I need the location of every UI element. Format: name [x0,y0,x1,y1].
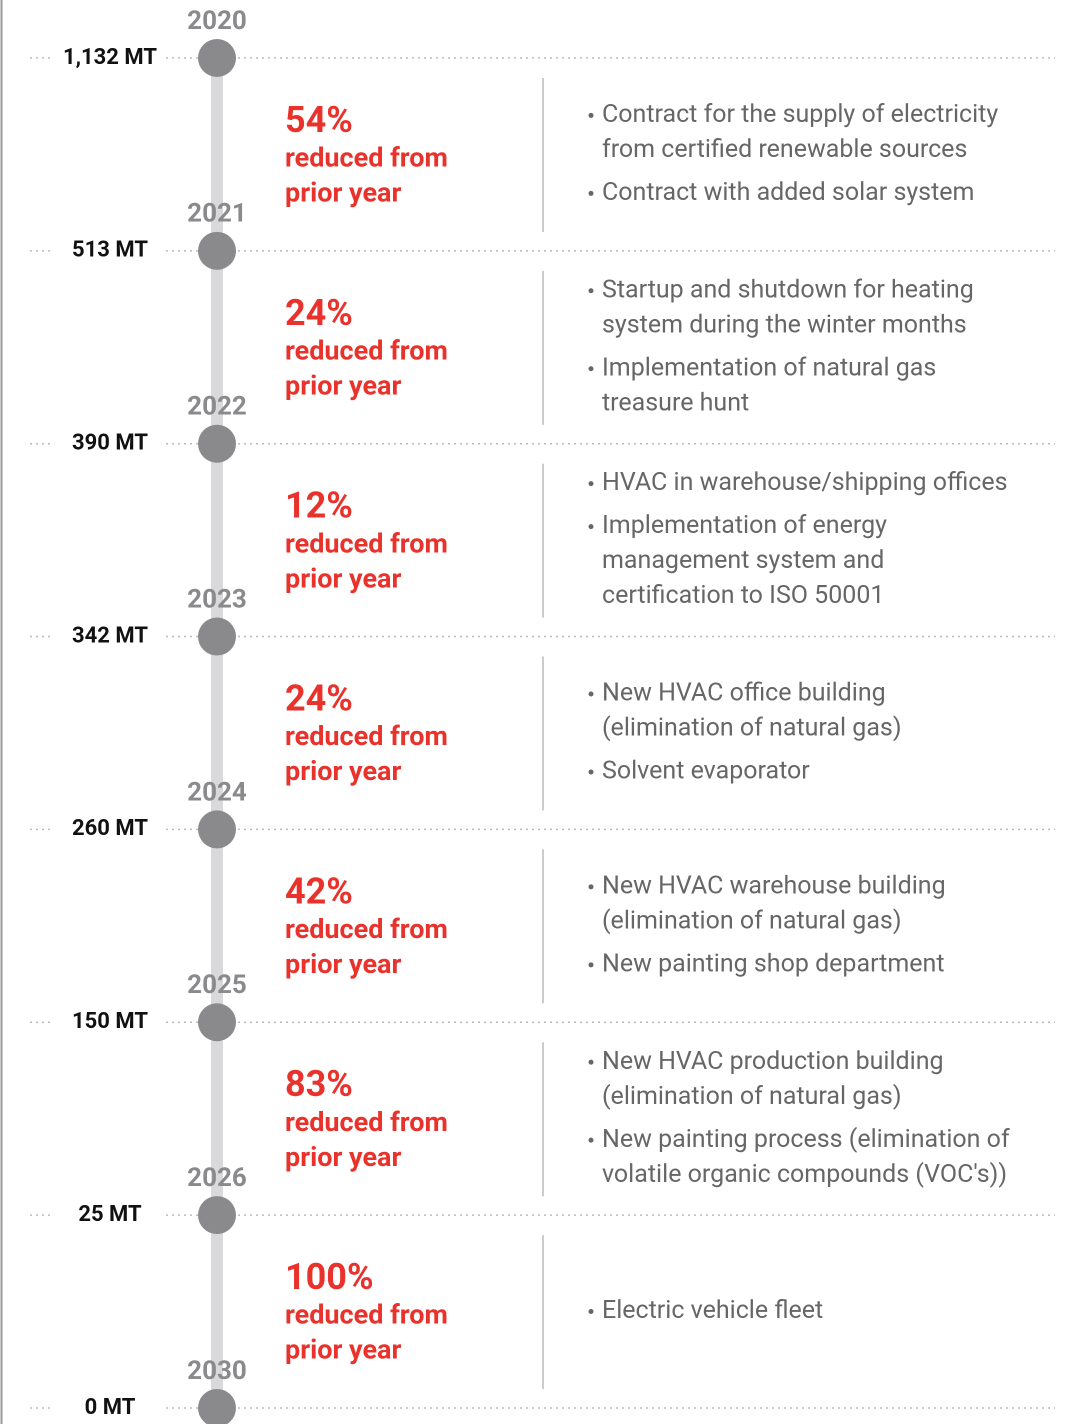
bullet-dot [588,691,594,697]
bullet-dot [588,112,594,118]
amount: 25 MT [78,1202,142,1227]
bullet-text: system during the winter months [602,310,967,339]
bullet-dot [588,288,594,294]
reduction-label: reduced from [285,720,448,752]
bullet-text: (elimination of natural gas) [602,714,902,743]
amount: 342 MT [72,623,148,648]
year: 2021 [187,199,247,229]
percent: 42% [285,870,353,912]
amount: 150 MT [72,1009,148,1034]
bullet-dot [588,524,594,530]
year: 2024 [187,777,247,807]
bullet-dot [588,769,594,775]
percent: 24% [285,292,353,334]
year: 2023 [187,584,247,614]
reduction-label: reduced from [285,527,448,559]
bullet-dot [588,1137,594,1143]
milestone-dot [198,617,236,656]
percent: 24% [285,677,353,719]
bullet-text: volatile organic compounds (VOC's)) [602,1160,1007,1189]
year: 2026 [187,1163,247,1193]
bullet-dot [588,190,594,196]
year: 2020 [187,6,247,36]
bullet-dot [588,366,594,372]
bullet-text: Startup and shutdown for heating [602,275,974,304]
year: 2030 [187,1356,247,1386]
reduction-label: prior year [285,755,402,787]
bullet-text: certification to ISO 50001 [602,581,884,610]
bullet-dot [588,1059,594,1065]
milestone-dot [198,810,236,849]
percent: 83% [285,1063,353,1105]
bullet-dot [588,1309,594,1315]
year: 2022 [187,392,247,422]
reduction-label: prior year [285,948,402,980]
reduction-label: prior year [285,177,402,209]
bullet-text: (elimination of natural gas) [602,906,902,935]
bullet-text: Implementation of natural gas [602,353,936,382]
amount: 0 MT [85,1395,136,1420]
reduction-label: reduced from [285,1106,448,1138]
bullet-text: Contract with added solar system [602,178,974,207]
reduction-label: reduced from [285,334,448,366]
bullet-text: HVAC in warehouse/shipping offices [602,468,1008,497]
reduction-label: reduced from [285,913,448,945]
milestone-dot [198,39,236,77]
bullet-text: Electric vehicle fleet [602,1296,823,1325]
bullet-text: (elimination of natural gas) [602,1082,902,1111]
amount: 390 MT [72,431,148,456]
milestone-dot [198,1003,236,1042]
bullet-text: New HVAC office building [602,679,886,708]
bullet-text: management system and [602,546,884,575]
reduction-label: prior year [285,1141,402,1173]
reduction-label: reduced from [285,1299,448,1331]
bullet-text: Contract for the supply of electricity [602,100,998,129]
bullet-text: from certified renewable sources [602,135,967,164]
percent: 54% [285,99,353,141]
percent: 12% [285,485,353,527]
milestone-dot [198,231,236,270]
bullet-dot [588,962,594,968]
bullet-dot [588,884,594,890]
bullet-text: Solvent evaporator [602,757,810,786]
milestone-dot [198,424,236,463]
amount: 260 MT [72,816,148,841]
bullet-text: New HVAC production building [602,1047,944,1076]
reduction-label: reduced from [285,142,448,174]
reduction-label: prior year [285,369,402,401]
bullet-text: New painting shop department [602,949,945,978]
bullet-text: Implementation of energy [602,511,887,540]
milestone-dot [198,1388,236,1424]
milestone-dot [198,1196,236,1235]
amount: 513 MT [72,238,148,263]
bullet-dot [588,481,594,487]
reduction-label: prior year [285,562,402,594]
amount: 1,132 MT [63,45,157,70]
bullet-text: treasure hunt [602,388,749,417]
year: 2025 [187,970,247,1000]
bullet-text: New painting process (elimination of [602,1125,1010,1154]
bullet-text: New HVAC warehouse building [602,871,946,900]
reduction-label: prior year [285,1334,402,1366]
percent: 100% [285,1256,374,1298]
